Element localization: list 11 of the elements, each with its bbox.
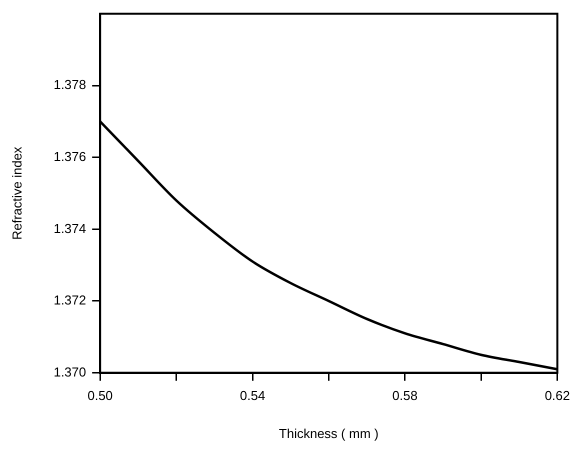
x-tick-label: 0.54 — [240, 388, 266, 404]
x-tick-label: 0.50 — [87, 388, 113, 404]
y-tick-label: 1.378 — [54, 77, 86, 92]
x-tick-label: 0.58 — [392, 388, 418, 404]
x-tick-label: 0.62 — [544, 388, 570, 404]
y-tick-label: 1.374 — [54, 220, 86, 236]
x-axis-title: Thickness ( mm ) — [278, 426, 379, 441]
y-axis-title: Refractive index — [9, 146, 24, 240]
y-tick-label: 1.370 — [54, 364, 86, 380]
y-tick-label: 1.376 — [54, 148, 86, 164]
y-tick-label: 1.372 — [54, 292, 86, 308]
